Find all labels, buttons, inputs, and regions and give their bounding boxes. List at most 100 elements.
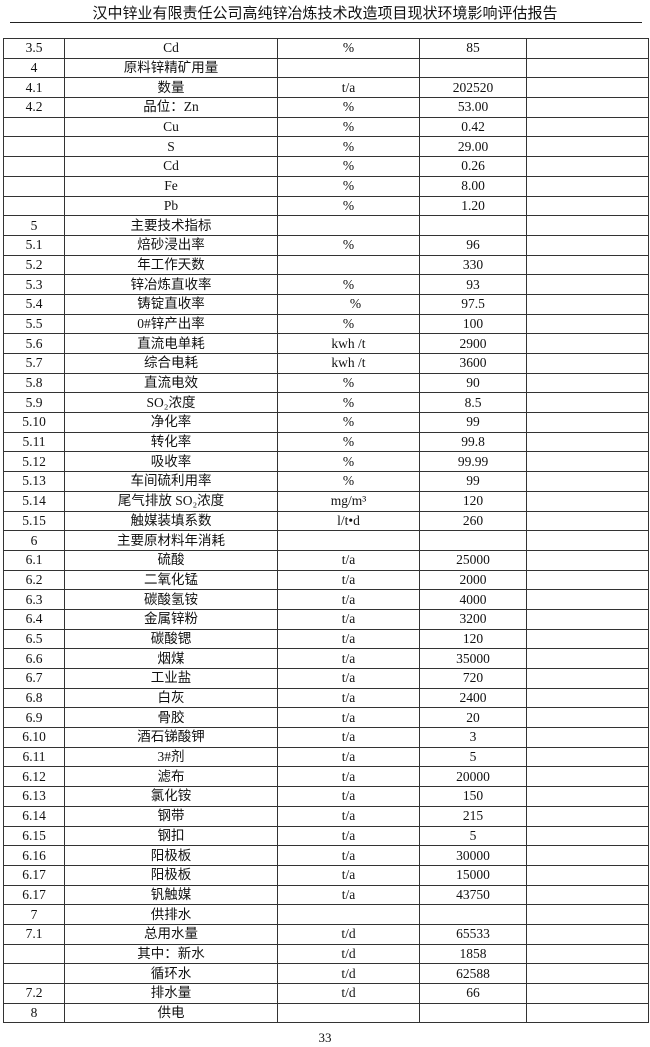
table-row: 5.5 0#锌产出率% 100 — [3, 313, 649, 335]
item-name-cell: 数量 — [64, 77, 278, 99]
table-row: 7.1 总用水量 t/d 65533 — [3, 923, 649, 945]
unit-cell: t/a — [277, 786, 420, 807]
table-row: 4.1 数量 t/a 202520 — [3, 77, 649, 99]
item-number-cell: 5.1 — [3, 234, 65, 256]
item-name-cell: 触媒装填系数 — [64, 510, 278, 532]
unit-cell — [277, 215, 420, 236]
value-cell: 120 — [419, 628, 527, 650]
table-row: Cd% 0.26 — [3, 156, 649, 177]
remark-cell — [526, 471, 649, 492]
item-name-cell: 直流电效 — [64, 372, 278, 394]
unit-cell: t/d — [277, 943, 420, 965]
item-number-cell: 6.17 — [3, 884, 65, 906]
table-row: 5.13 车间硫利用率% 99 — [3, 471, 649, 492]
remark-cell — [526, 668, 649, 689]
remark-cell — [526, 97, 649, 118]
item-name-cell: Cu — [64, 116, 278, 138]
item-name-cell: Cd — [64, 156, 278, 177]
remark-cell — [526, 805, 649, 827]
table-row: 3.5 Cd% 85 — [3, 38, 649, 59]
table-row: 4 原料锌精矿用量 — [3, 57, 649, 79]
item-number-cell: 7.2 — [3, 983, 65, 1004]
remark-cell — [526, 57, 649, 79]
table-row: 5.10 净化率% 99 — [3, 412, 649, 433]
table-row: 6.11 3#剂 t/a 5 — [3, 746, 649, 768]
table-row: 6.5 碳酸锶 t/a 120 — [3, 628, 649, 650]
table-row: 6 主要原材料年消耗 — [3, 530, 649, 551]
unit-cell — [277, 904, 420, 925]
value-cell: 3600 — [419, 353, 527, 374]
unit-cell: t/a — [277, 628, 420, 650]
value-cell: 330 — [419, 254, 527, 276]
item-name-cell: 二氧化锰 — [64, 569, 278, 591]
table-row: 5.7 综合电耗 kwh /t 3600 — [3, 353, 649, 374]
remark-cell — [526, 746, 649, 768]
value-cell: 99.99 — [419, 451, 527, 473]
value-cell: 25000 — [419, 549, 527, 571]
table-row: 6.15 钢扣 t/a 5 — [3, 825, 649, 847]
unit-cell: t/a — [277, 825, 420, 847]
remark-cell — [526, 77, 649, 99]
value-cell: 62588 — [419, 963, 527, 984]
remark-cell — [526, 884, 649, 906]
remark-cell — [526, 392, 649, 414]
unit-cell: % — [277, 195, 420, 217]
item-number-cell — [3, 175, 65, 197]
item-name-cell: 金属锌粉 — [64, 608, 278, 630]
unit-cell: % — [277, 234, 420, 256]
remark-cell — [526, 707, 649, 729]
value-cell: 1.20 — [419, 195, 527, 217]
table-row: 6.10 酒石锑酸钾 t/a 3 — [3, 727, 649, 748]
remark-cell — [526, 904, 649, 925]
item-number-cell: 5.9 — [3, 392, 65, 414]
item-number-cell: 5.3 — [3, 274, 65, 295]
remark-cell — [526, 648, 649, 669]
value-cell: 8.5 — [419, 392, 527, 414]
remark-cell — [526, 254, 649, 276]
unit-cell: kwh /t — [277, 353, 420, 374]
unit-cell: t/a — [277, 668, 420, 689]
value-cell: 20 — [419, 707, 527, 729]
item-name-cell: 供电 — [64, 1002, 278, 1024]
value-cell: 96 — [419, 234, 527, 256]
unit-cell: % — [277, 313, 420, 335]
remark-cell — [526, 569, 649, 591]
table-row: 5.1 焙砂浸出率% 96 — [3, 234, 649, 256]
value-cell: 720 — [419, 668, 527, 689]
item-name-cell: 主要原材料年消耗 — [64, 530, 278, 551]
item-name-cell: 供排水 — [64, 904, 278, 925]
item-name-cell: 碳酸锶 — [64, 628, 278, 650]
value-cell: 66 — [419, 983, 527, 1004]
item-name-cell: 锌冶炼直收率 — [64, 274, 278, 295]
item-name-cell: 品位：Zn — [64, 97, 278, 118]
item-number-cell: 6.10 — [3, 727, 65, 748]
table-row: Cu% 0.42 — [3, 116, 649, 138]
table-row: 6.16 阳极板 t/a 30000 — [3, 845, 649, 866]
table-row: 5.12 吸收率% 99.99 — [3, 451, 649, 473]
item-name-cell: 3#剂 — [64, 746, 278, 768]
item-number-cell: 4.1 — [3, 77, 65, 99]
unit-cell — [277, 57, 420, 79]
unit-cell: t/a — [277, 707, 420, 729]
table-row: S% 29.00 — [3, 136, 649, 158]
table-row: 6.2 二氧化锰 t/a 2000 — [3, 569, 649, 591]
remark-cell — [526, 943, 649, 965]
table-row: 6.9 骨胶 t/a 20 — [3, 707, 649, 729]
remark-cell — [526, 786, 649, 807]
unit-cell: t/d — [277, 963, 420, 984]
item-name-cell: 钒触媒 — [64, 884, 278, 906]
remark-cell — [526, 727, 649, 748]
unit-cell: t/a — [277, 648, 420, 669]
unit-cell: t/a — [277, 549, 420, 571]
table-row: 6.6 烟煤 t/a 35000 — [3, 648, 649, 669]
value-cell: 202520 — [419, 77, 527, 99]
table-row: 6.4 金属锌粉 t/a 3200 — [3, 608, 649, 630]
table-row: 5.14 尾气排放 SO₂浓度 mg/m³ 120 — [3, 490, 649, 512]
item-number-cell: 6 — [3, 530, 65, 551]
value-cell — [419, 904, 527, 925]
item-number-cell: 5.10 — [3, 412, 65, 433]
unit-cell: % — [277, 372, 420, 394]
table-row: 8 供电 — [3, 1002, 649, 1024]
unit-cell: t/a — [277, 687, 420, 709]
remark-cell — [526, 156, 649, 177]
